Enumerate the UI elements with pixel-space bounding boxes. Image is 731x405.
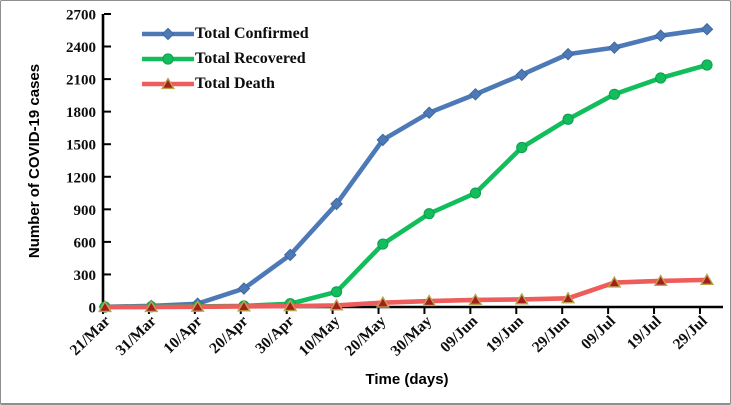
diamond-marker: [161, 27, 175, 41]
circle-marker: [562, 113, 574, 125]
triangle-marker: [190, 300, 205, 312]
diamond-marker: [330, 197, 343, 211]
series-total-death: [97, 273, 715, 313]
x-tick-label: 29/Jul: [670, 312, 711, 353]
legend-label: Total Confirmed: [195, 25, 309, 42]
diamond-marker: [237, 282, 251, 295]
x-tick-label: 19/Jun: [483, 312, 527, 356]
y-tick-label: 1500: [66, 138, 96, 154]
triangle-marker: [514, 292, 529, 305]
triangle-marker: [468, 293, 483, 306]
x-axis-title: Time (days): [365, 371, 448, 388]
triangle-marker: [236, 299, 251, 312]
x-tick-label: 29/Jun: [529, 312, 573, 356]
triangle-marker: [699, 273, 715, 285]
legend-item-total-confirmed: Total Confirmed: [142, 25, 309, 43]
circle-marker: [330, 286, 343, 298]
diamond-marker: [422, 106, 436, 120]
y-tick-label: 2700: [66, 8, 96, 24]
diamond-marker: [608, 41, 621, 54]
diamond-marker: [561, 47, 575, 61]
y-tick-label: 2100: [66, 73, 96, 89]
series-line: [102, 26, 710, 310]
y-tick-label: 900: [74, 203, 97, 219]
triangle-marker: [561, 291, 576, 304]
x-tick-label: 21/Mar: [67, 313, 114, 359]
triangle-marker: [607, 275, 622, 288]
triangle-marker: [97, 300, 113, 313]
legend-item-total-death: Total Death: [142, 75, 309, 93]
x-tick-label: 30/Apr: [252, 313, 297, 358]
x-tick-label: 30/May: [387, 312, 435, 359]
circle-marker: [377, 238, 389, 250]
x-tick-label: 10/Apr: [160, 313, 205, 358]
x-tick-label: 09/Jun: [437, 312, 481, 356]
x-tick-label: 10/May: [296, 312, 344, 359]
x-tick-label: 19/Jul: [624, 312, 665, 353]
series-layer: [97, 22, 715, 314]
chart-legend: Total Confirmed Total Recovered Total Deat…: [142, 25, 309, 93]
x-tick-label: 09/Jul: [578, 312, 619, 353]
y-axis-title: Number of COVID-19 cases: [26, 64, 43, 258]
triangle-marker: [283, 299, 298, 312]
circle-marker: [469, 187, 482, 199]
circle-marker: [516, 141, 528, 154]
diamond-marker: [469, 87, 482, 101]
x-tick-label: 20/May: [342, 312, 390, 359]
y-tick-label: 600: [74, 235, 97, 251]
legend-label: Total Recovered: [195, 50, 306, 67]
diamond-marker: [283, 248, 297, 262]
diamond-legend-sample-icon: [142, 27, 194, 41]
y-tick-label: 1200: [66, 170, 96, 186]
circle-marker: [162, 53, 174, 65]
series-total-recovered: [99, 59, 713, 313]
triangle-marker: [422, 294, 437, 307]
triangle-marker: [160, 77, 176, 90]
circle-marker: [608, 88, 620, 100]
triangle-legend-sample-icon: [142, 77, 194, 90]
y-tick-label: 300: [74, 268, 97, 284]
x-tick-label: 31/Mar: [113, 313, 160, 359]
legend-item-total-recovered: Total Recovered: [142, 50, 309, 68]
diamond-marker: [654, 29, 667, 43]
triangle-marker: [329, 298, 344, 311]
circle-marker: [701, 59, 713, 71]
diamond-marker: [515, 68, 529, 82]
circle-marker: [423, 208, 435, 220]
triangle-marker: [375, 295, 390, 308]
triangle-marker: [653, 274, 668, 287]
legend-label: Total Death: [195, 75, 275, 92]
diamond-marker: [376, 133, 390, 147]
diamond-marker: [700, 22, 714, 36]
circle-legend-sample-icon: [142, 53, 194, 65]
series-line: [102, 62, 710, 310]
x-tick-label: 20/Apr: [206, 313, 251, 358]
series-line: [102, 277, 710, 310]
y-tick-label: 1800: [66, 105, 96, 121]
triangle-marker: [144, 300, 159, 313]
y-tick-label: 0: [89, 301, 97, 317]
y-tick-label: 2400: [66, 40, 96, 56]
circle-marker: [655, 72, 667, 84]
